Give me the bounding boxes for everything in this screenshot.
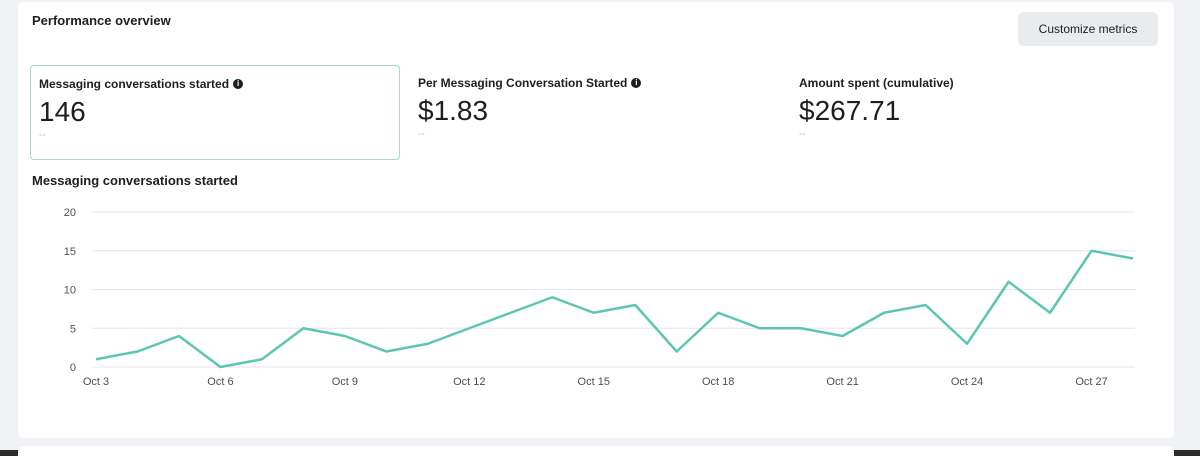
- metric-compare: --: [799, 129, 806, 140]
- data-point[interactable]: [754, 322, 766, 334]
- data-point[interactable]: [671, 346, 683, 358]
- data-point[interactable]: [795, 322, 807, 334]
- next-card-edge: [18, 446, 1174, 456]
- data-point[interactable]: [173, 330, 185, 342]
- data-point[interactable]: [1044, 307, 1056, 319]
- data-point[interactable]: [131, 346, 143, 358]
- info-icon[interactable]: i: [233, 79, 244, 89]
- customize-metrics-button[interactable]: Customize metrics: [1018, 12, 1158, 46]
- data-point[interactable]: [920, 299, 932, 311]
- data-point[interactable]: [339, 330, 351, 342]
- line-chart: 0 5 10 15 20 Oct 3 Oct 6 Oct 9 Oct 12 Oct 15 Oct 1…: [64, 207, 1139, 388]
- data-point[interactable]: [588, 307, 600, 319]
- chart-title: Messaging conversations started: [32, 173, 238, 188]
- metric-compare: --: [418, 129, 425, 140]
- x-tick-label: Oct 27: [1075, 376, 1107, 388]
- data-point[interactable]: [629, 299, 641, 311]
- x-tick-label: Oct 15: [578, 376, 610, 388]
- x-tick-label: Oct 12: [453, 376, 485, 388]
- series-line: [95, 249, 1134, 369]
- metric-value: 146: [39, 96, 86, 127]
- data-point[interactable]: [1086, 245, 1098, 257]
- y-tick-label: 15: [64, 246, 76, 258]
- performance-overview-card: Performance overview Customize metrics M…: [18, 2, 1174, 438]
- metric-label-text: Amount spent (cumulative): [799, 76, 954, 90]
- metric-label: Messaging conversations started i: [39, 77, 391, 91]
- data-point[interactable]: [380, 346, 392, 358]
- data-point[interactable]: [422, 338, 434, 350]
- data-point[interactable]: [90, 353, 102, 365]
- x-tick-label: Oct 21: [826, 376, 858, 388]
- data-point[interactable]: [878, 307, 890, 319]
- card-title: Performance overview: [32, 13, 171, 28]
- data-point[interactable]: [961, 338, 973, 350]
- metric-label: Amount spent (cumulative): [799, 76, 1153, 90]
- data-point[interactable]: [505, 307, 517, 319]
- x-tick-label: Oct 24: [951, 376, 983, 388]
- metric-compare: --: [39, 130, 46, 141]
- y-tick-label: 20: [64, 207, 76, 219]
- x-tick-label: Oct 18: [702, 376, 734, 388]
- metric-label-text: Per Messaging Conversation Started: [418, 76, 628, 90]
- metric-value: $267.71: [799, 95, 901, 126]
- data-point[interactable]: [1003, 276, 1015, 288]
- data-point[interactable]: [297, 322, 309, 334]
- metric-label-text: Messaging conversations started: [39, 77, 230, 91]
- metric-card-conversations[interactable]: Messaging conversations started i 146 --: [30, 65, 400, 160]
- x-tick-label: Oct 6: [207, 376, 233, 388]
- x-tick-label: Oct 9: [332, 376, 358, 388]
- data-point[interactable]: [546, 291, 558, 303]
- metric-card-amount-spent[interactable]: Amount spent (cumulative) $267.71 --: [791, 65, 1161, 160]
- y-tick-label: 0: [70, 362, 76, 374]
- data-point[interactable]: [256, 353, 268, 365]
- info-icon[interactable]: i: [631, 78, 642, 88]
- data-point[interactable]: [837, 330, 849, 342]
- metric-value: $1.83: [418, 95, 489, 126]
- metric-label: Per Messaging Conversation Started i: [418, 76, 772, 90]
- data-point[interactable]: [712, 307, 724, 319]
- data-point[interactable]: [1127, 253, 1139, 265]
- y-tick-label: 5: [70, 323, 76, 335]
- x-tick-label: Oct 3: [83, 376, 109, 388]
- y-tick-label: 10: [64, 285, 76, 297]
- data-point[interactable]: [463, 322, 475, 334]
- data-point[interactable]: [214, 361, 226, 373]
- metric-card-cost-per-conversation[interactable]: Per Messaging Conversation Started i $1.…: [410, 65, 780, 160]
